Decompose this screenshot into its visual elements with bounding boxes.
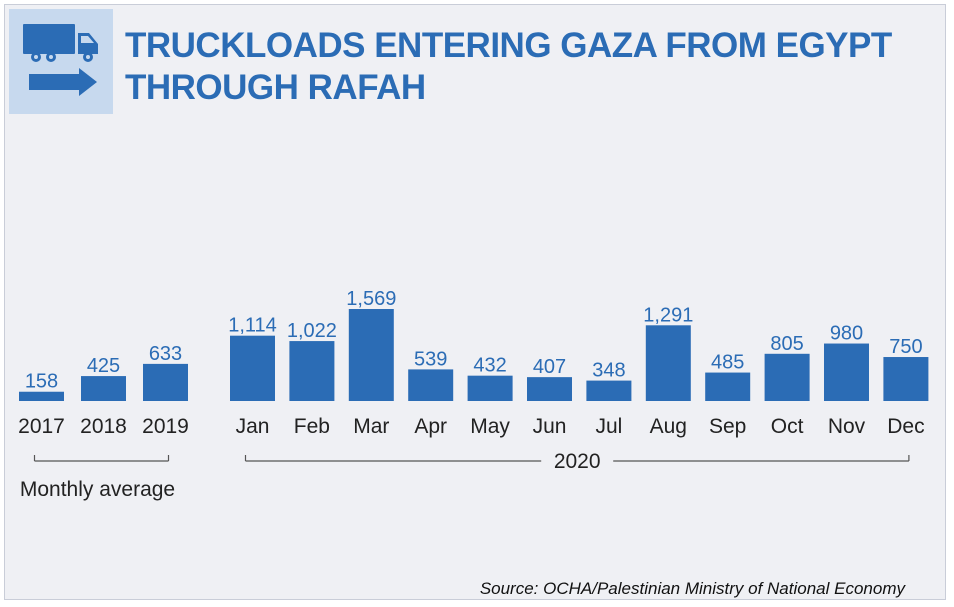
bar (705, 372, 751, 401)
bar-value-label: 1,022 (287, 320, 337, 342)
bar-value-label: 980 (830, 323, 863, 345)
x-tick-label: Feb (294, 415, 330, 438)
bar (143, 363, 188, 401)
x-tick-label: 2018 (80, 415, 127, 438)
bar (883, 357, 929, 401)
bar-value-label: 1,291 (643, 304, 693, 326)
bar-value-label: 1,114 (228, 315, 277, 337)
bar-value-label: 750 (889, 336, 922, 358)
bar-value-label: 425 (87, 355, 120, 377)
arrow-right-icon (29, 68, 97, 96)
bar (764, 353, 810, 401)
x-tick-label: Jan (236, 415, 270, 438)
x-tick-label: Jul (595, 415, 622, 438)
bar (645, 325, 691, 401)
chart-panel: TRUCKLOADS ENTERING GAZA FROM EGYPT THRO… (4, 4, 946, 600)
x-tick-label: 2017 (18, 415, 65, 438)
bar (408, 369, 454, 401)
bar (348, 309, 394, 401)
bar (230, 335, 275, 401)
bar-value-label: 348 (592, 360, 625, 382)
x-tick-label: Aug (650, 415, 687, 438)
x-tick-label: Apr (414, 415, 447, 438)
bar (467, 375, 513, 401)
chart-title: TRUCKLOADS ENTERING GAZA FROM EGYPT THRO… (125, 25, 892, 109)
title-line-2: THROUGH RAFAH (125, 68, 426, 107)
bar (289, 341, 335, 401)
x-tick-label: Sep (709, 415, 746, 438)
source-note: Source: OCHA/Palestinian Ministry of Nat… (479, 579, 905, 598)
bar-value-label: 432 (473, 355, 506, 377)
bar-value-label: 485 (711, 352, 744, 374)
bar-value-label: 633 (149, 343, 182, 365)
bar-value-label: 1,569 (346, 288, 396, 310)
x-tick-label: Oct (771, 415, 804, 438)
x-tick-label: May (470, 415, 510, 438)
group-label: Monthly average (20, 478, 175, 501)
bar-value-label: 158 (25, 371, 58, 393)
x-tick-label: Nov (828, 415, 866, 438)
group-label: 2020 (554, 450, 601, 473)
bar (586, 380, 632, 401)
x-tick-label: Jun (533, 415, 567, 438)
x-tick-label: 2019 (142, 415, 189, 438)
truck-arrow-icon (9, 9, 113, 114)
title-line-1: TRUCKLOADS ENTERING GAZA FROM EGYPT (125, 26, 892, 65)
bar-chart: 158 2017 425 2018 633 2019 Monthly average 1,11… (18, 288, 929, 501)
bar (81, 376, 126, 401)
bar (824, 343, 869, 401)
truck-icon (23, 24, 98, 96)
bar-value-label: 539 (414, 348, 447, 370)
bar (19, 391, 64, 401)
bar-value-label: 805 (770, 333, 803, 355)
bar (527, 377, 572, 401)
bar-value-label: 407 (533, 356, 566, 378)
x-tick-label: Dec (887, 415, 924, 438)
x-tick-label: Mar (353, 415, 389, 438)
